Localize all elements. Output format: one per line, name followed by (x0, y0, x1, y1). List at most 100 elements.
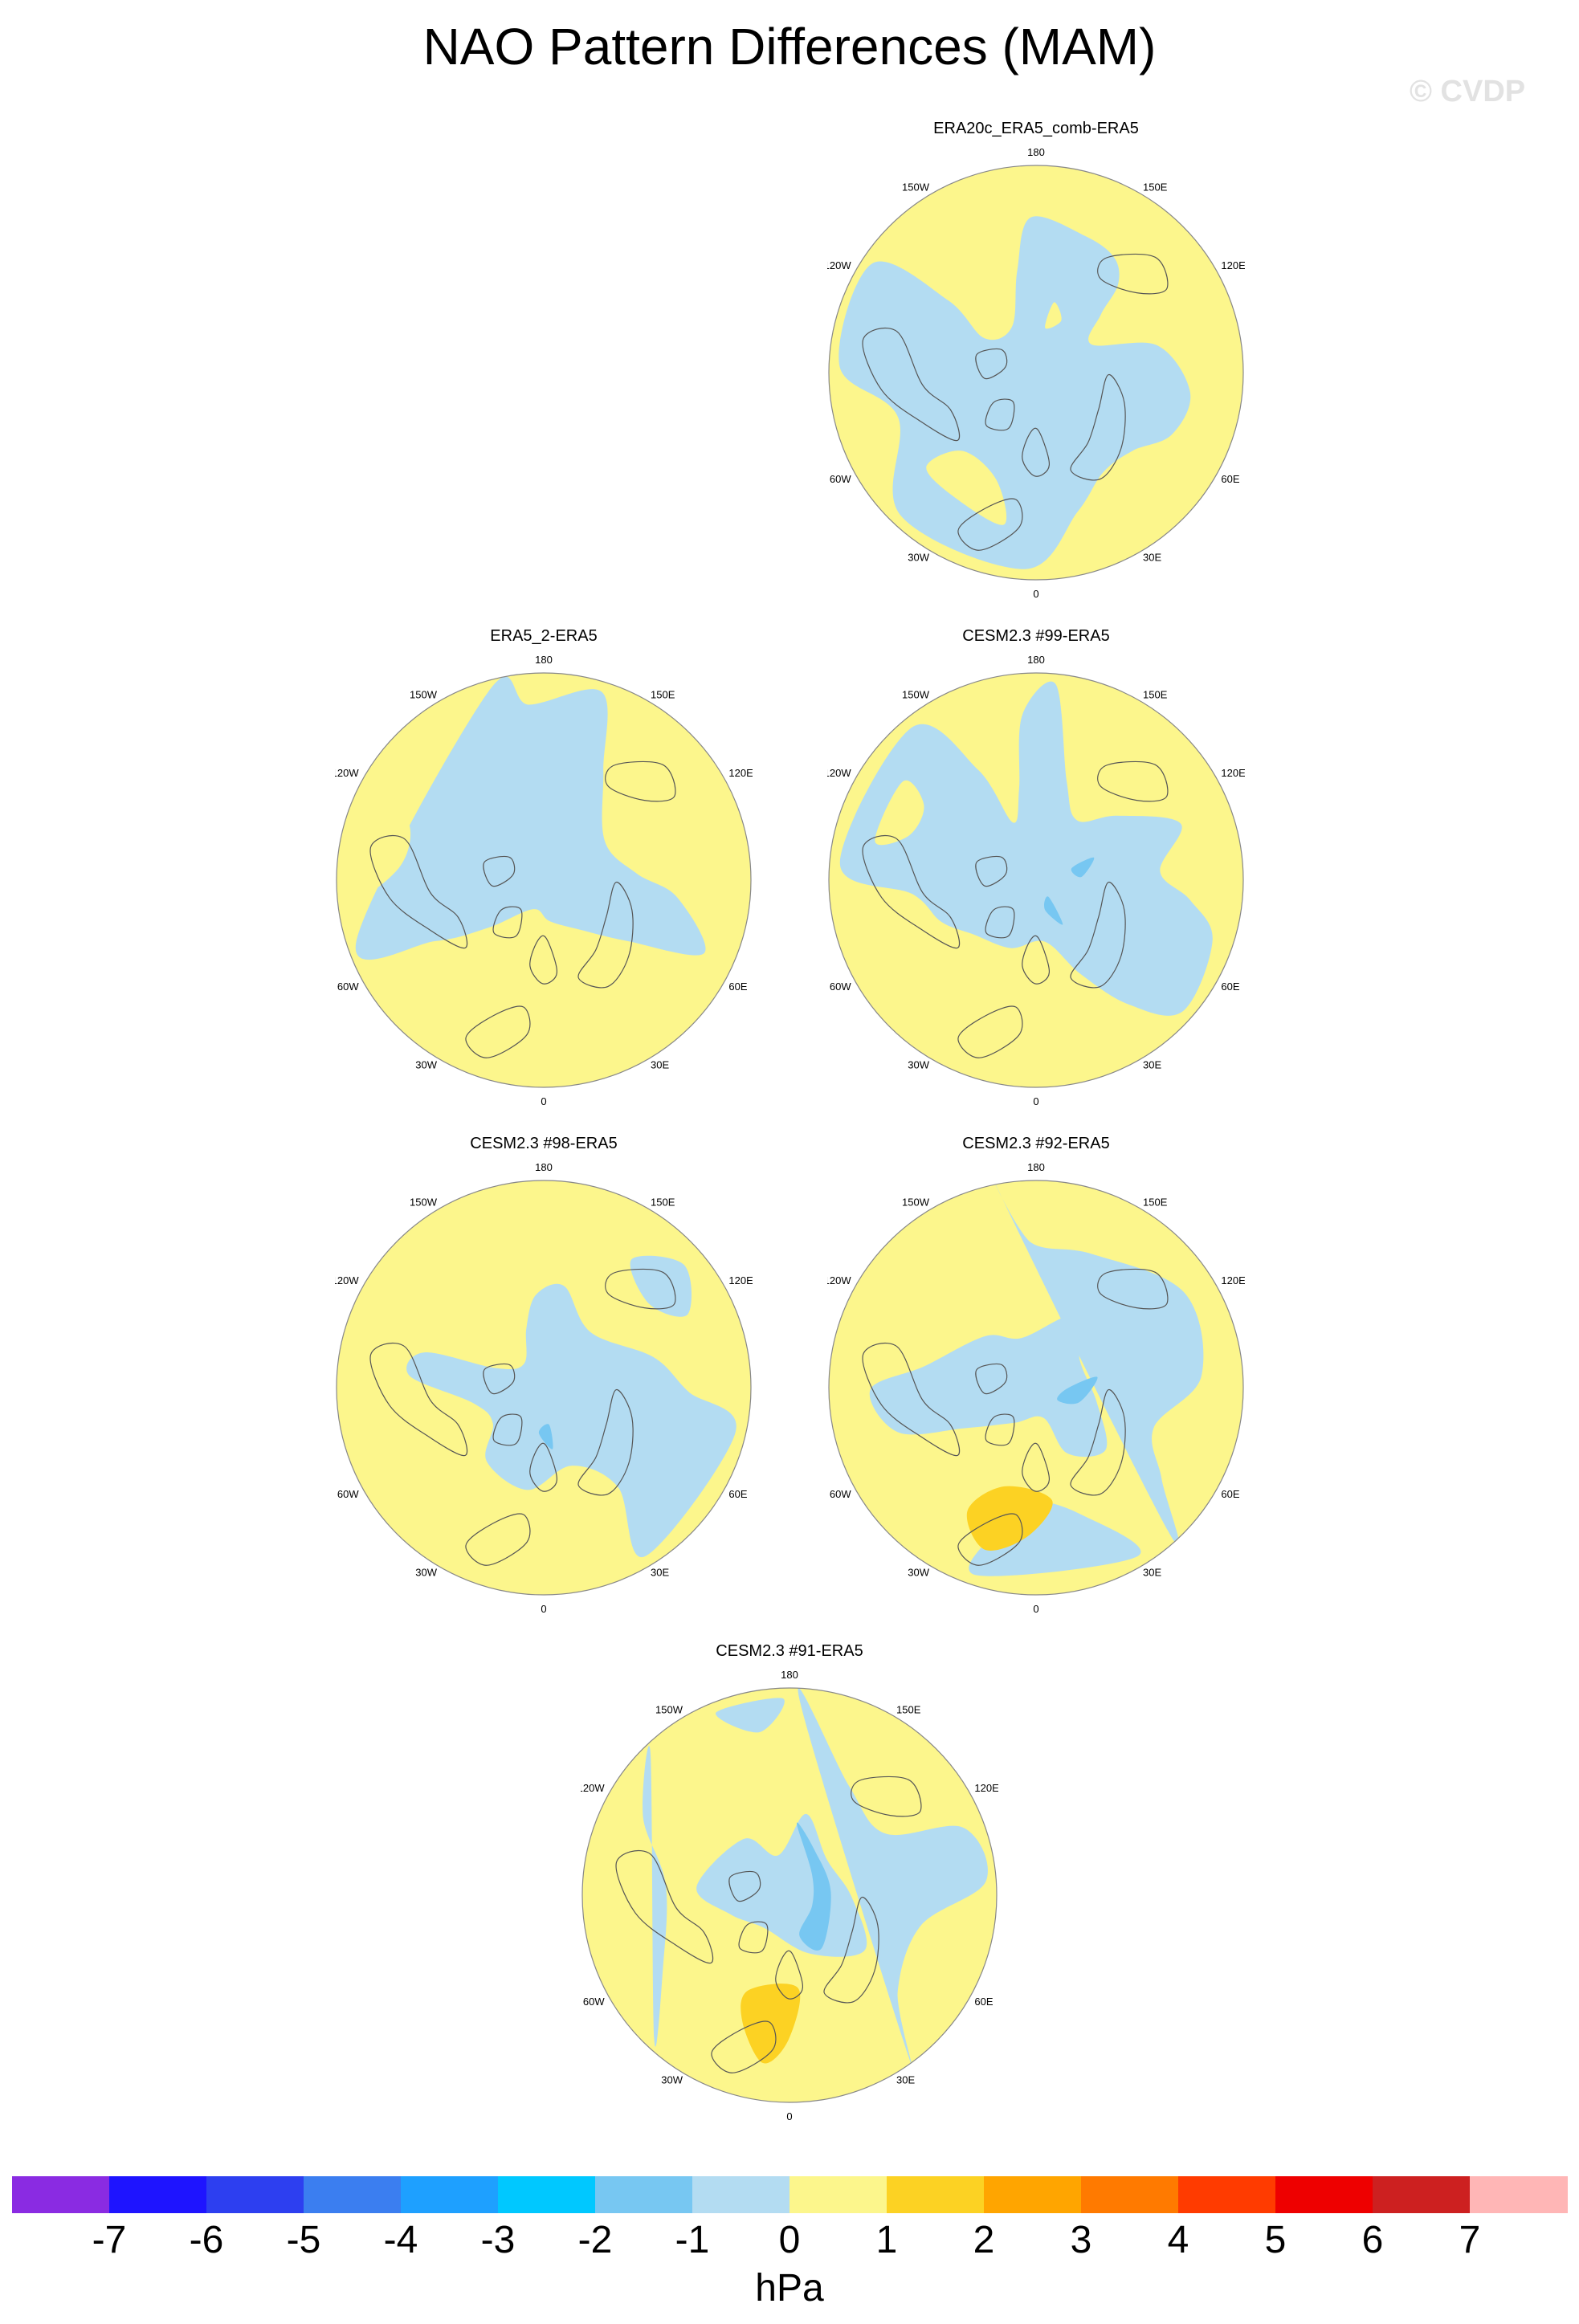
lon-label: 120E (1221, 767, 1245, 779)
lon-label: 30E (1143, 551, 1161, 563)
colorbar-tick-label: -2 (577, 2219, 613, 2261)
coastline (369, 835, 468, 949)
lon-label: 120E (974, 1782, 998, 1794)
colorbar-box (12, 2176, 110, 2213)
lon-label: 30W (908, 1058, 929, 1070)
map-frame (336, 1180, 752, 1596)
coastline (577, 882, 634, 989)
coastline (728, 1870, 761, 1902)
lon-label: 120E (1221, 259, 1245, 271)
map-frame (828, 1180, 1244, 1596)
colorbar-tick-label: -6 (189, 2219, 224, 2261)
coastline (738, 1921, 769, 1954)
colorbar-box (790, 2176, 887, 2213)
colorbar-box (1373, 2176, 1471, 2213)
lon-label: 60E (728, 1488, 747, 1500)
lon-label: 150E (896, 1704, 921, 1716)
map-panel-era20c: ERA20c_ERA5_comb-ERA5 180150E120E90E60E3… (827, 119, 1245, 601)
coastline (529, 935, 558, 985)
polar-map: 180150E120E90E60E30E030W60W90W120W150W (335, 655, 753, 1105)
coastline (985, 906, 1015, 939)
shading-region (796, 1822, 831, 1951)
polar-map: 180150E120E90E60E30E030W60W90W120W150W (827, 148, 1245, 597)
coastline (605, 760, 676, 802)
lon-label: 180 (535, 655, 553, 666)
colorbar (12, 2176, 1568, 2213)
colorbar-box (109, 2176, 207, 2213)
page-title: NAO Pattern Differences (MAM) (422, 18, 1157, 75)
colorbar-tick-label: 0 (778, 2219, 801, 2261)
coastline (711, 2020, 777, 2073)
shading-region (1044, 896, 1063, 925)
colorbar-tick-label: -1 (675, 2219, 710, 2261)
lon-label: 60E (1221, 981, 1239, 993)
coastline (465, 1513, 531, 1566)
lon-label: 120W (827, 767, 851, 779)
coastline (862, 835, 961, 949)
colorbar-tick-label: -3 (480, 2219, 516, 2261)
lon-label: 60E (1221, 1488, 1239, 1500)
lon-label: 60E (1221, 473, 1239, 485)
colorbar-box (887, 2176, 985, 2213)
shading-region (869, 1314, 1108, 1458)
lon-label: 0 (1033, 588, 1038, 597)
shading-region (538, 1424, 553, 1449)
lon-label: 30W (908, 551, 929, 563)
lon-label: 60W (337, 981, 359, 993)
coastline (975, 348, 1008, 380)
lon-label: 120E (1221, 1274, 1245, 1286)
lon-label: 120W (827, 259, 851, 271)
shading-region (1071, 857, 1095, 878)
shading-region (993, 1180, 1204, 1547)
colorbar-tick-label: -4 (383, 2219, 418, 2261)
lon-label: 0 (541, 1095, 546, 1105)
colorbar-box (984, 2176, 1082, 2213)
coastline (775, 1950, 804, 2000)
shading-region (798, 1688, 988, 2068)
colorbar-box (1081, 2176, 1179, 2213)
lon-label: 60E (974, 1996, 993, 2008)
lon-label: 60E (728, 981, 747, 993)
colorbar-tick-label: 4 (1167, 2219, 1189, 2261)
lon-label: 0 (1033, 1603, 1038, 1613)
colorbar-box (1275, 2176, 1373, 2213)
lon-label: 150E (1143, 689, 1168, 701)
coastline (492, 1413, 523, 1446)
lon-label: 180 (1027, 1163, 1045, 1173)
shading-region (716, 1698, 785, 1733)
coastline (529, 1442, 558, 1492)
shading-region (357, 790, 411, 895)
colorbar-tick-label: 2 (973, 2219, 995, 2261)
lon-label: 150W (655, 1704, 683, 1716)
shading-region (875, 780, 924, 846)
panel-title: CESM2.3 #91-ERA5 (716, 1642, 863, 1660)
map-panel-era5-2: ERA5_2-ERA5 180150E120E90E60E30E030W60W9… (335, 626, 753, 1108)
colorbar-tick-label: 6 (1361, 2219, 1384, 2261)
lon-label: 30W (415, 1566, 437, 1578)
colorbar-units: hPa (755, 2267, 824, 2310)
coastline (1022, 1442, 1051, 1492)
coastline (862, 328, 961, 442)
lon-label: 150E (1143, 1197, 1168, 1209)
watermark: © CVDP (1410, 75, 1526, 108)
map-panel-cesm98: CESM2.3 #98-ERA5 180150E120E90E60E30E030… (335, 1134, 753, 1616)
coastline (957, 1005, 1023, 1058)
lon-label: 180 (535, 1163, 553, 1173)
shading-region (839, 681, 1213, 1016)
lon-label: 30E (896, 2073, 915, 2085)
colorbar-tick-label: 5 (1264, 2219, 1287, 2261)
coastline (1070, 374, 1126, 481)
lon-label: 150E (1143, 181, 1168, 194)
coastline (1022, 935, 1051, 985)
shading-region (355, 676, 706, 960)
shading-region (1057, 1376, 1098, 1405)
map-panel-cesm91: CESM2.3 #91-ERA5 180150E120E90E60E30E030… (581, 1641, 998, 2123)
lon-label: 30W (415, 1058, 437, 1070)
coastline (851, 1776, 922, 1817)
map-frame (828, 165, 1244, 581)
lon-label: 30E (1143, 1058, 1161, 1070)
lon-label: 30W (908, 1566, 929, 1578)
shading-region (630, 1255, 692, 1317)
lon-label: 60W (830, 473, 851, 485)
lon-label: 150W (410, 1197, 438, 1209)
